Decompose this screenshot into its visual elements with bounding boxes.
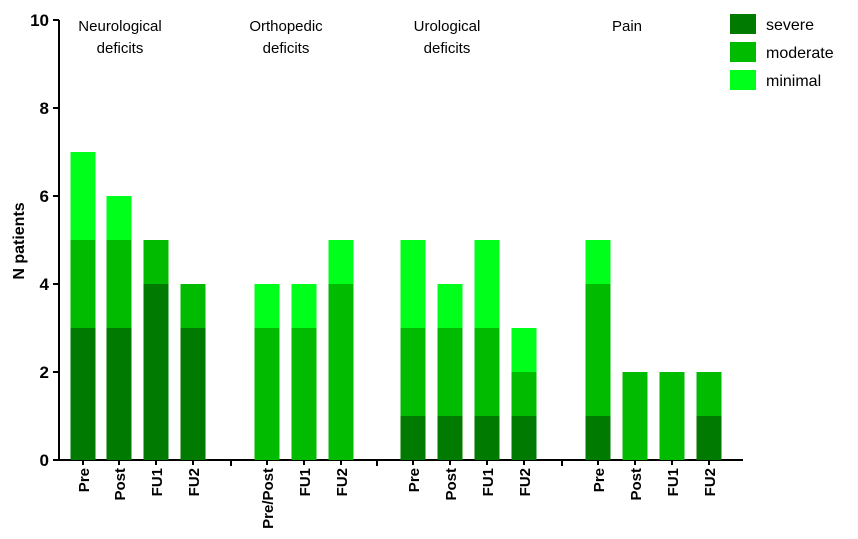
bar-segment-moderate (143, 240, 169, 284)
group-titles: Neurological deficits Orthopedic deficits Ur… (78, 18, 642, 57)
bar-segment-severe (70, 328, 96, 460)
bar-segment-minimal (254, 284, 280, 328)
bar-segment-moderate (511, 372, 537, 416)
y-tick-label: 6 (40, 187, 49, 206)
x-tick-label: FU2 (517, 468, 534, 496)
bar-segment-minimal (328, 240, 354, 284)
group-title: Pain (612, 18, 642, 35)
bar-segment-moderate (659, 372, 685, 460)
bar-segment-moderate (696, 372, 722, 416)
y-tick-label: 4 (40, 275, 50, 294)
bar-segment-severe (180, 328, 206, 460)
y-tick-label: 10 (30, 11, 49, 30)
bar-segment-severe (400, 416, 426, 460)
bar-segment-severe (585, 416, 611, 460)
y-axis-label: N patients (11, 202, 28, 279)
bar-segment-moderate (106, 240, 132, 328)
bar-segment-minimal (106, 196, 132, 240)
x-tick-label: FU1 (149, 468, 166, 496)
bar-segment-moderate (400, 328, 426, 416)
bar-segment-moderate (291, 328, 317, 460)
legend-swatch-minimal (730, 70, 756, 90)
bar-segment-minimal (70, 152, 96, 240)
y-tick-label: 2 (40, 363, 49, 382)
legend-swatch-severe (730, 14, 756, 34)
bar-segment-minimal (437, 284, 463, 328)
bar-segment-minimal (400, 240, 426, 328)
x-tick-label: Post (628, 468, 645, 501)
bar-segment-moderate (622, 372, 648, 460)
x-tick-label: FU2 (334, 468, 351, 496)
bar-segment-minimal (511, 328, 537, 372)
bar-segment-minimal (474, 240, 500, 328)
x-tick-label: FU1 (480, 468, 497, 496)
x-tick-label: FU1 (297, 468, 314, 496)
bar-segment-moderate (585, 284, 611, 416)
bar-segment-severe (106, 328, 132, 460)
bar-segment-moderate (180, 284, 206, 328)
y-axis: 0 2 4 6 8 10 (30, 11, 60, 470)
x-tick-label: Pre (406, 468, 423, 492)
legend-label-severe: severe (766, 17, 814, 34)
x-tick-label: FU2 (702, 468, 719, 496)
y-tick-label: 8 (40, 99, 49, 118)
bar-segment-minimal (585, 240, 611, 284)
bar-segment-minimal (291, 284, 317, 328)
x-tick-label: Post (443, 468, 460, 501)
group-title: Urological deficits (414, 18, 481, 57)
x-tick-label: Pre (76, 468, 93, 492)
legend: severe moderate minimal (730, 14, 834, 90)
bar-segment-moderate (328, 284, 354, 460)
y-tick-label: 0 (40, 451, 49, 470)
x-axis: Pre Post FU1 FU2 Pre/Post FU1 FU2 Pre Post FU1 FU2… (59, 459, 743, 529)
bar-segment-moderate (437, 328, 463, 416)
bar-segment-moderate (474, 328, 500, 416)
x-tick-label: Pre (591, 468, 608, 492)
bar-segment-severe (696, 416, 722, 460)
bars (70, 152, 722, 460)
legend-label-minimal: minimal (766, 73, 821, 90)
group-title: Orthopedic deficits (249, 18, 323, 57)
bar-segment-severe (511, 416, 537, 460)
x-tick-label: FU2 (186, 468, 203, 496)
legend-label-moderate: moderate (766, 45, 834, 62)
x-tick-label: Post (112, 468, 129, 501)
bar-segment-moderate (254, 328, 280, 460)
bar-segment-severe (437, 416, 463, 460)
x-tick-label: Pre/Post (260, 468, 277, 529)
bar-segment-moderate (70, 240, 96, 328)
bar-segment-severe (143, 284, 169, 460)
x-tick-label: FU1 (665, 468, 682, 496)
bar-segment-severe (474, 416, 500, 460)
legend-swatch-moderate (730, 42, 756, 62)
group-title: Neurological deficits (78, 18, 161, 57)
